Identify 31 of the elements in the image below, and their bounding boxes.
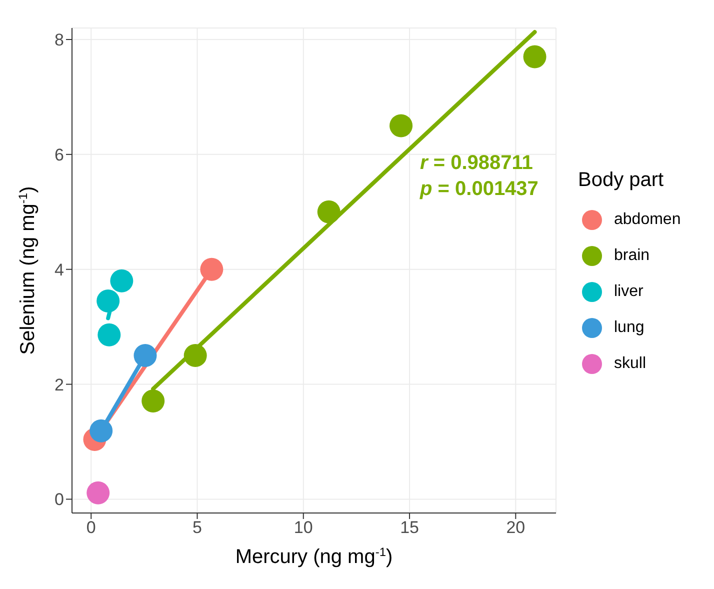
y-tick-label: 0 <box>54 490 64 510</box>
x-tick-label: 5 <box>192 518 202 538</box>
x-tick-label: 15 <box>400 518 419 538</box>
x-tick-label: 0 <box>86 518 96 538</box>
legend-title: Body part <box>578 169 665 192</box>
legend-label: skull <box>614 355 646 373</box>
point <box>184 344 207 368</box>
point <box>96 289 120 312</box>
annotation: r = 0.988711 <box>420 151 534 176</box>
point <box>390 114 413 138</box>
y-tick-label: 8 <box>54 30 64 50</box>
y-tick-label: 2 <box>54 375 64 394</box>
x-tick-label: 20 <box>506 518 526 538</box>
legend-label: liver <box>614 283 644 301</box>
annotation: p = 0.001437 <box>420 177 538 202</box>
legend-label: brain <box>614 247 650 265</box>
point <box>86 481 110 504</box>
legend-label: abdomen <box>614 211 681 229</box>
point <box>98 323 121 346</box>
point <box>200 258 224 281</box>
point <box>110 269 134 292</box>
point <box>134 344 157 368</box>
y-tick-label: 4 <box>54 260 64 280</box>
x-axis-title: Mercury (ng mg$^{-1}$) <box>235 545 393 568</box>
legend-label: lung <box>614 319 644 337</box>
point <box>523 45 546 68</box>
point <box>90 419 113 442</box>
point <box>142 389 165 412</box>
x-tick-label: 10 <box>294 518 313 538</box>
point <box>317 200 340 224</box>
y-tick-label: 6 <box>54 145 64 164</box>
